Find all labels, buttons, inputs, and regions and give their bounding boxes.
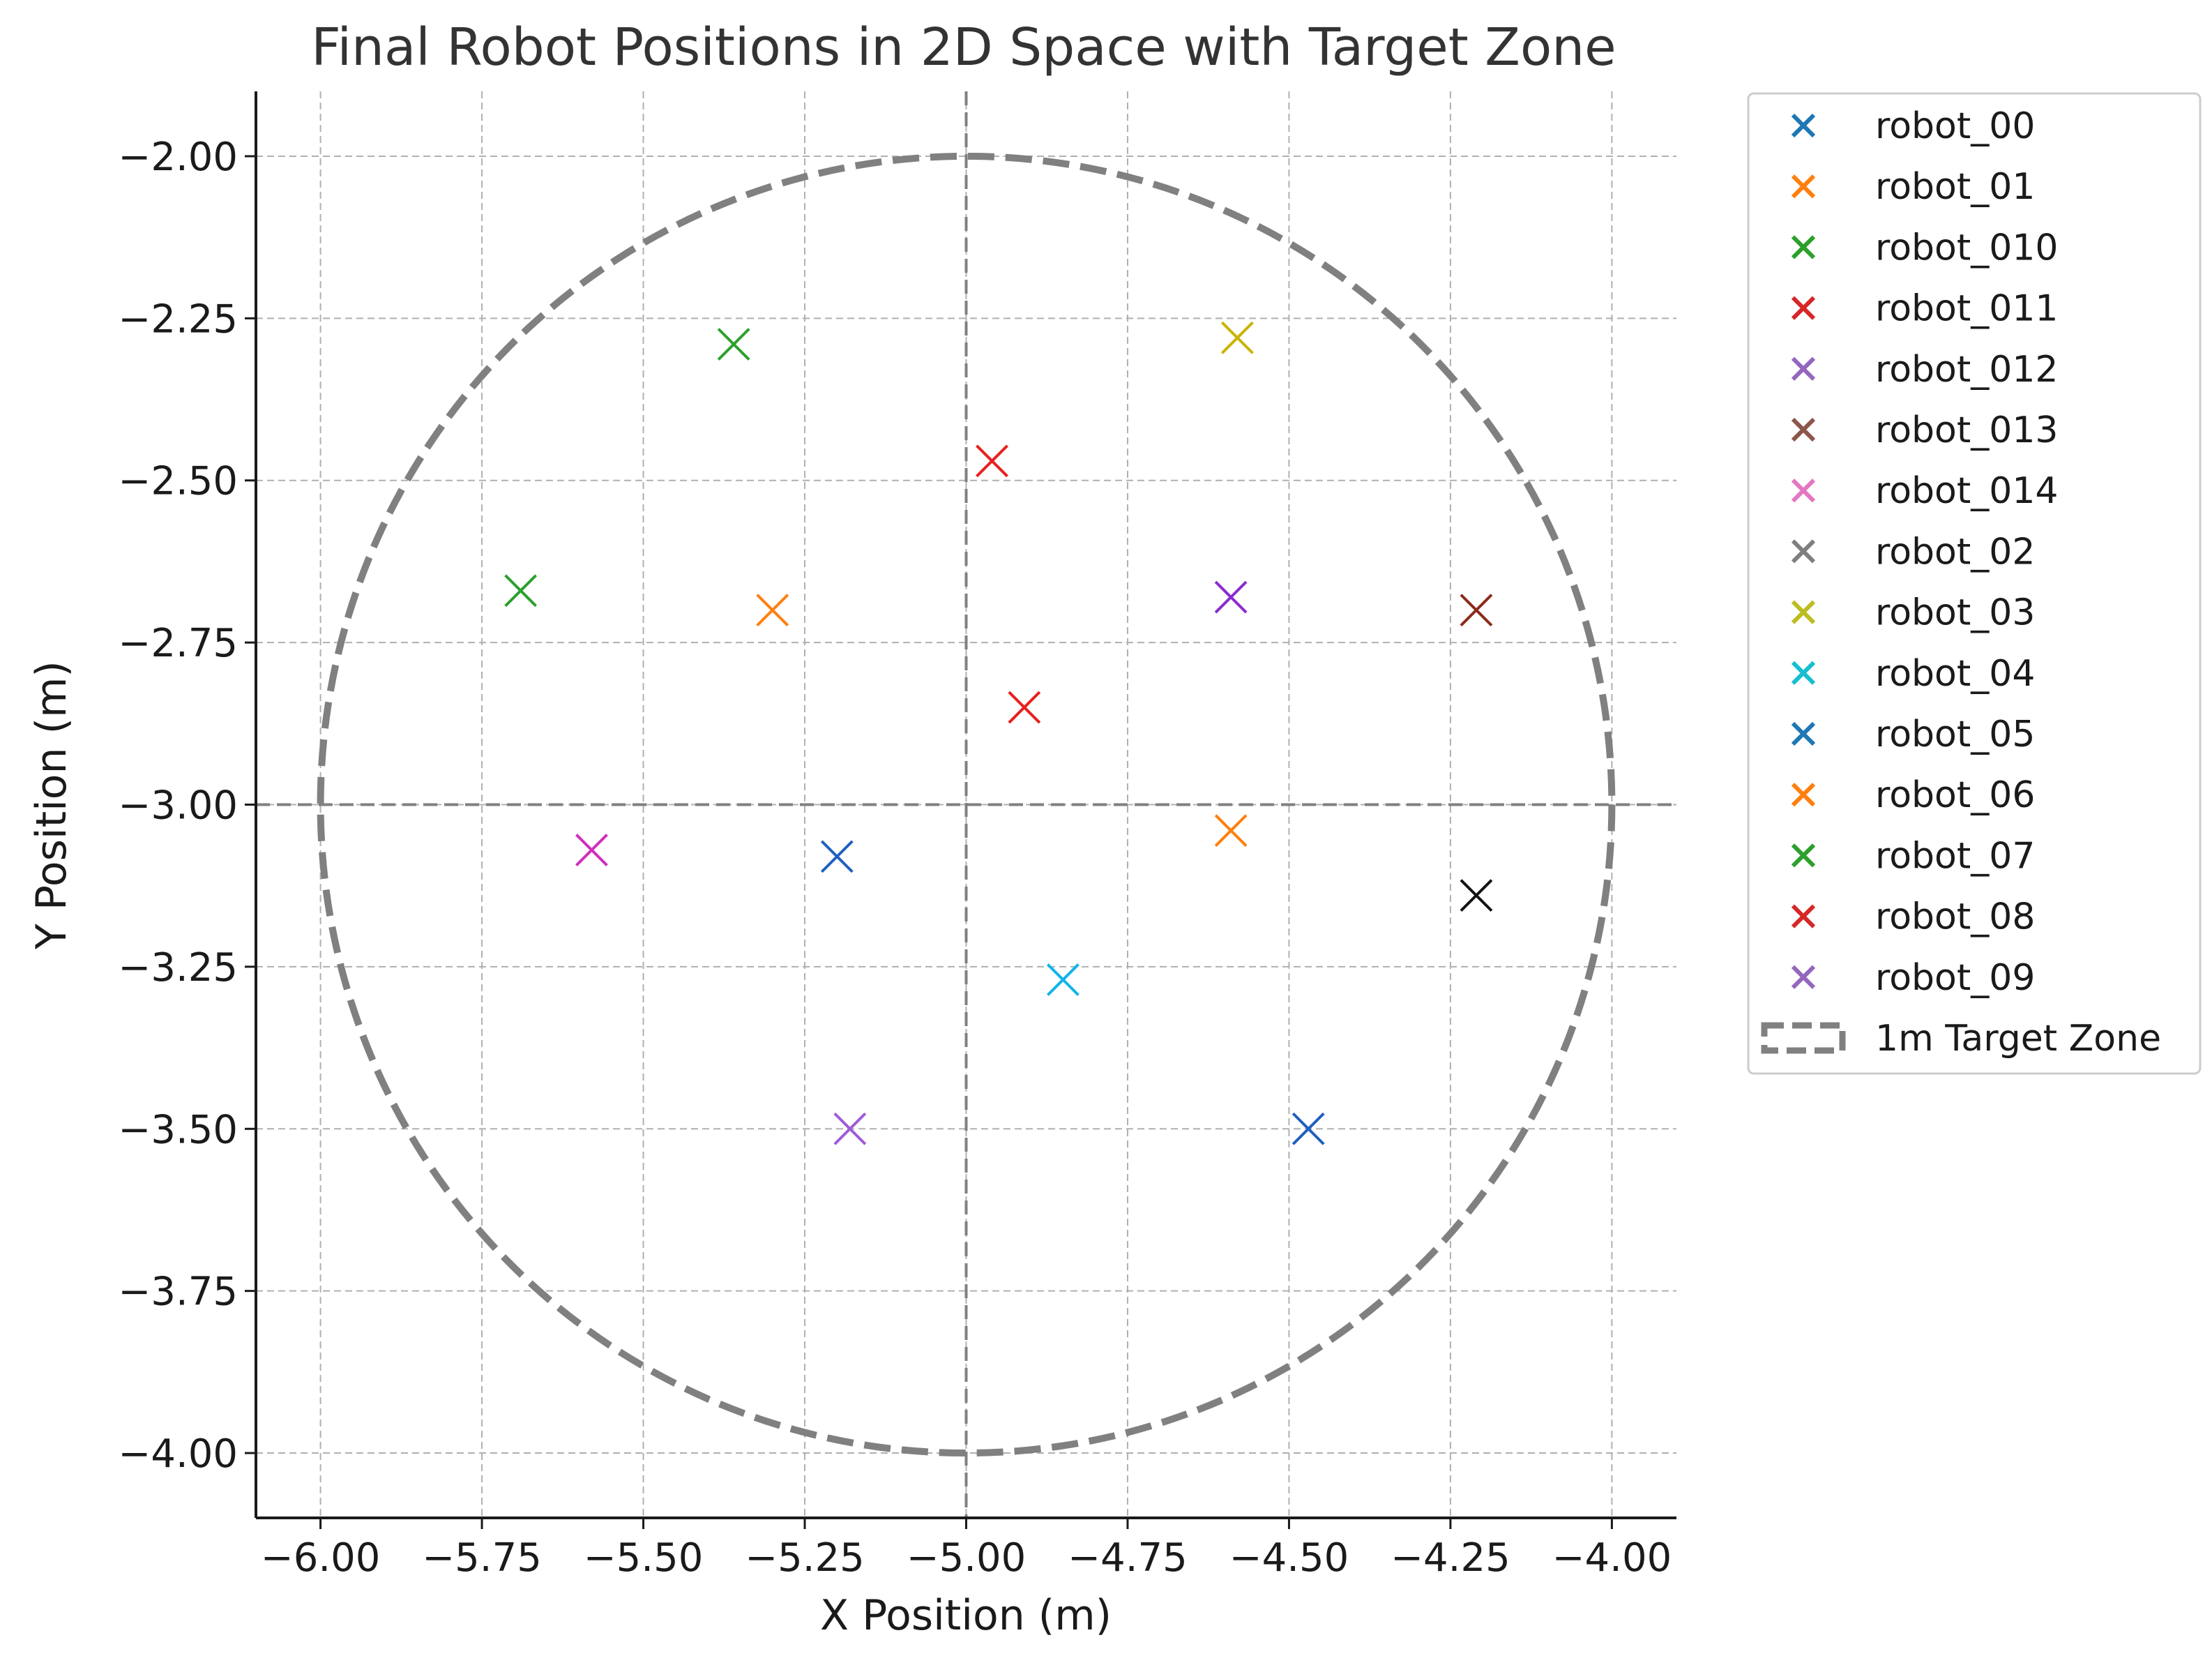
x-tick-label: −5.00: [907, 1535, 1027, 1581]
point-robot-03: [1220, 321, 1254, 354]
legend-label: robot_010: [1875, 227, 2059, 269]
point-robot-010: [717, 328, 750, 361]
legend-label: robot_08: [1875, 896, 2035, 938]
y-tick-label: −2.25: [118, 296, 238, 342]
y-tick-label: −2.50: [118, 459, 238, 504]
legend-item: robot_05: [1791, 714, 2035, 755]
legend-label: robot_013: [1875, 409, 2059, 451]
point-robot-01: [1214, 814, 1248, 848]
legend-label: robot_014: [1875, 470, 2059, 512]
legend-item: robot_011: [1791, 288, 2059, 330]
legend-label: robot_01: [1875, 166, 2035, 208]
legend-label: robot_07: [1875, 835, 2035, 877]
x-tick-label: −4.75: [1068, 1535, 1188, 1581]
chart-title: Final Robot Positions in 2D Space with T…: [311, 17, 1616, 77]
x-tick-label: −5.25: [745, 1535, 865, 1581]
legend-item: robot_03: [1791, 592, 2035, 634]
point-robot-04: [1046, 963, 1080, 996]
point-robot-014: [575, 834, 608, 866]
legend-item: robot_014: [1791, 470, 2059, 512]
point-robot-00: [1291, 1112, 1325, 1145]
point-robot-08: [1008, 691, 1041, 724]
legend-label: robot_04: [1875, 653, 2035, 695]
point-robot-02: [1460, 879, 1493, 912]
y-tick-label: −3.50: [118, 1107, 238, 1152]
point-robot-013: [1460, 594, 1493, 627]
legend-item: robot_02: [1791, 531, 2035, 573]
x-tick-label: −5.50: [584, 1535, 704, 1581]
legend-item: robot_04: [1791, 653, 2035, 695]
y-tick-label: −3.75: [118, 1270, 238, 1315]
target-zone: [317, 152, 1616, 1457]
legend-label: robot_02: [1875, 531, 2035, 573]
x-axis-label: X Position (m): [820, 1591, 1112, 1640]
legend-item: robot_07: [1791, 835, 2035, 877]
y-tick-label: −3.00: [118, 783, 238, 829]
point-robot-012: [1214, 580, 1248, 614]
point-robot-07: [504, 574, 538, 608]
y-axis-label: Y Position (m): [27, 661, 76, 950]
legend-item: robot_012: [1791, 349, 2059, 391]
target-zone-circle: [317, 152, 1616, 1457]
x-ticks: −6.00 −5.75 −5.50 −5.25 −5.00 −4.75 −4.50 −4.25…: [261, 1518, 1672, 1581]
legend-label: robot_00: [1875, 105, 2035, 147]
x-tick-label: −4.50: [1229, 1535, 1349, 1581]
y-tick-label: −3.25: [118, 945, 238, 991]
legend-marker: [1761, 1022, 1846, 1054]
legend-label: robot_05: [1875, 714, 2035, 755]
legend-label: robot_012: [1875, 349, 2059, 391]
x-tick-label: −4.25: [1391, 1535, 1510, 1581]
x-tick-label: −6.00: [261, 1535, 381, 1581]
reference-lines: [256, 91, 1676, 1518]
legend-label: robot_06: [1875, 774, 2035, 816]
legend-item: robot_013: [1791, 409, 2059, 451]
point-robot-09: [833, 1112, 867, 1145]
grid-lines: [256, 91, 1676, 1518]
legend-label: robot_09: [1875, 957, 2035, 999]
point-robot-011: [976, 444, 1008, 478]
y-tick-label: −2.00: [118, 135, 238, 180]
legend-item: robot_00: [1791, 105, 2035, 147]
y-tick-label: −2.75: [118, 621, 238, 666]
legend-frame: [1747, 92, 2202, 1075]
legend-item: robot_01: [1791, 166, 2035, 208]
legend-item: robot_06: [1791, 774, 2035, 816]
y-ticks: −2.00 −2.25 −2.50 −2.75 −3.00 −3.25 −3.50 −3.75…: [118, 135, 256, 1477]
legend-item: robot_010: [1791, 227, 2059, 269]
legend-label: robot_03: [1875, 592, 2035, 634]
legend-label: robot_011: [1875, 288, 2059, 330]
legend: robot_00 robot_01 robot_010 robot_011 robot_…: [1747, 92, 2202, 1075]
legend-item: robot_09: [1791, 957, 2035, 999]
legend-label: 1m Target Zone: [1875, 1018, 2161, 1060]
legend-item-target-zone: 1m Target Zone: [1761, 1018, 2161, 1060]
point-robot-05: [820, 840, 854, 873]
point-robot-06: [756, 594, 789, 627]
y-tick-label: −4.00: [118, 1431, 238, 1477]
legend-item: robot_08: [1791, 896, 2035, 938]
x-tick-label: −4.00: [1552, 1535, 1672, 1581]
x-tick-label: −5.75: [422, 1535, 542, 1581]
data-points: [504, 321, 1493, 1145]
